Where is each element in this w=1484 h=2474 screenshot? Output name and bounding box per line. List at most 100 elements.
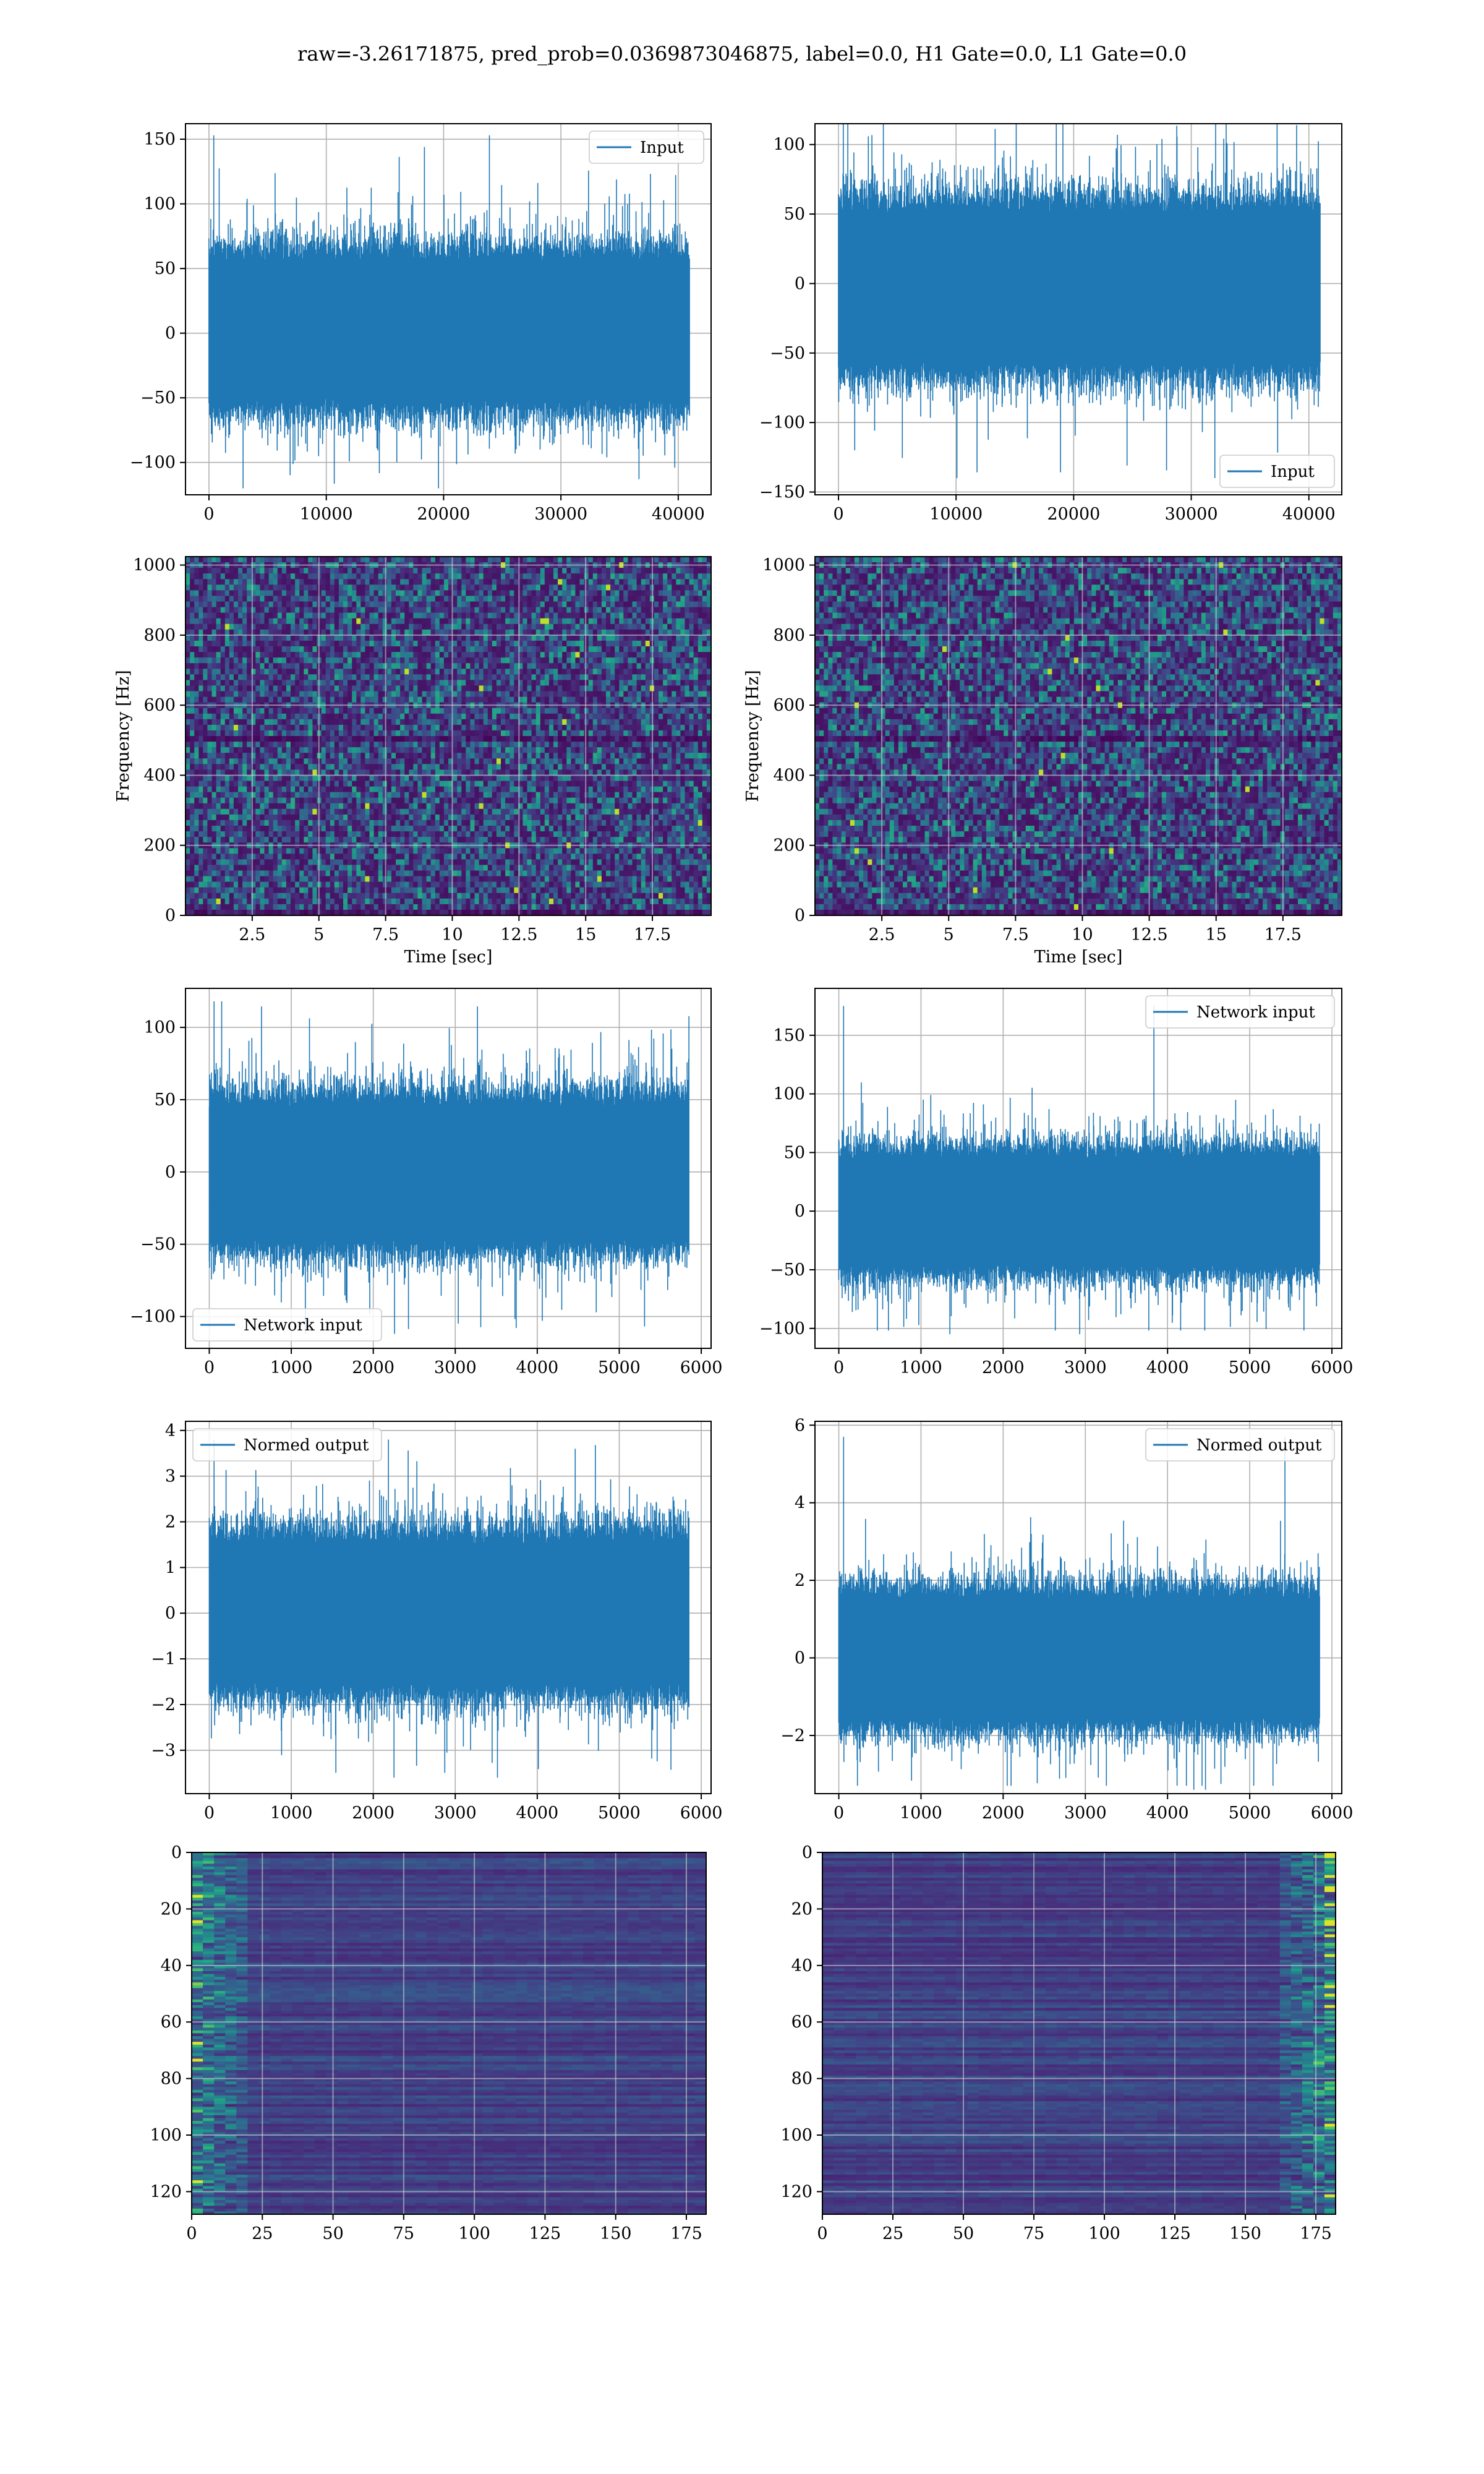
heatmap-cell <box>518 769 523 776</box>
heatmap-cell <box>697 657 703 664</box>
heatmap-cell <box>211 640 217 647</box>
heatmap-cell <box>531 657 537 664</box>
heatmap-cell <box>496 769 501 776</box>
heatmap-cell <box>566 663 571 669</box>
heatmap-cell <box>348 573 352 580</box>
heatmap-cell <box>592 596 598 602</box>
heatmap-cell <box>453 674 458 680</box>
heatmap-cell <box>186 607 190 614</box>
heatmap-cell <box>295 696 300 703</box>
heatmap-cell <box>579 623 585 630</box>
heatmap-cell <box>457 758 462 764</box>
heatmap-cell <box>632 769 638 776</box>
heatmap-cell <box>190 557 195 563</box>
heatmap-cell <box>553 635 558 641</box>
heatmap-cell <box>321 696 326 703</box>
heatmap-cell <box>606 747 611 753</box>
heatmap-cell <box>360 708 365 714</box>
heatmap-cell <box>470 742 475 748</box>
heatmap-cell <box>360 753 365 759</box>
heatmap-cell <box>325 764 331 770</box>
heatmap-cell <box>281 669 287 675</box>
heatmap-cell <box>672 696 676 703</box>
heatmap-cell <box>373 719 379 726</box>
heatmap-cell <box>216 724 221 731</box>
heatmap-cell <box>470 713 475 720</box>
heatmap-cell <box>654 568 659 574</box>
heatmap-cell <box>396 742 401 748</box>
heatmap-cell <box>527 781 532 787</box>
heatmap-cell <box>229 719 234 726</box>
heatmap-cell <box>474 635 480 641</box>
x-tick-label: 30000 <box>1165 505 1218 524</box>
heatmap-cell <box>242 775 247 782</box>
heatmap-cell <box>562 719 567 726</box>
heatmap-cell <box>325 596 331 602</box>
heatmap-cell <box>697 646 703 653</box>
heatmap-cell <box>628 640 633 647</box>
heatmap-cell <box>348 669 352 675</box>
heatmap-cell <box>360 669 365 675</box>
heatmap-cell <box>575 669 581 675</box>
heatmap-cell <box>348 730 352 737</box>
heatmap-cell <box>632 607 638 614</box>
heatmap-cell <box>409 758 414 764</box>
heatmap-cell <box>435 724 440 731</box>
heatmap-cell <box>448 730 453 737</box>
heatmap-cell <box>229 596 234 602</box>
heatmap-cell <box>360 618 365 625</box>
heatmap-cell <box>312 674 318 680</box>
heatmap-cell <box>619 629 624 636</box>
heatmap-cell <box>343 713 348 720</box>
heatmap-cell <box>684 669 690 675</box>
heatmap-cell <box>211 680 217 687</box>
heatmap-cell <box>356 601 361 608</box>
heatmap-cell <box>461 736 466 742</box>
heatmap-cell <box>457 674 462 680</box>
heatmap-cell <box>706 646 711 653</box>
heatmap-cell <box>548 579 554 585</box>
heatmap-cell <box>615 669 620 675</box>
heatmap-cell <box>443 708 449 714</box>
heatmap-cell <box>325 607 331 614</box>
heatmap-cell <box>540 640 545 647</box>
heatmap-cell <box>684 775 690 782</box>
heatmap-cell <box>247 775 252 782</box>
heatmap-cell <box>584 579 589 585</box>
heatmap-cell <box>697 730 703 737</box>
heatmap-cell <box>352 601 357 608</box>
heatmap-cell <box>505 724 510 731</box>
heatmap-cell <box>623 713 628 720</box>
heatmap-cell <box>584 568 589 574</box>
heatmap-cell <box>571 618 576 625</box>
heatmap-cell <box>501 696 506 703</box>
heatmap-cell <box>544 736 550 742</box>
heatmap-cell <box>334 663 339 669</box>
heatmap-cell <box>548 646 554 653</box>
heatmap-cell <box>356 635 361 641</box>
heatmap-cell <box>365 596 370 602</box>
heatmap-cell <box>203 657 208 664</box>
heatmap-cell <box>654 596 659 602</box>
heatmap-cell <box>277 724 283 731</box>
heatmap-cell <box>527 601 532 608</box>
heatmap-cell <box>706 708 711 714</box>
heatmap-cell <box>360 781 365 787</box>
heatmap-cell <box>676 753 681 759</box>
heatmap-cell <box>689 623 694 630</box>
heatmap-cell <box>702 764 707 770</box>
heatmap-cell <box>588 573 594 580</box>
heatmap-cell <box>505 607 510 614</box>
heatmap-cell <box>470 557 475 563</box>
heatmap-cell <box>522 747 528 753</box>
heatmap-cell <box>260 758 265 764</box>
heatmap-cell <box>615 691 620 698</box>
heatmap-cell <box>579 747 585 753</box>
heatmap-cell <box>548 657 554 664</box>
heatmap-cell <box>566 742 571 748</box>
heatmap-cell <box>229 708 234 714</box>
heatmap-cell <box>365 623 370 630</box>
heatmap-cell <box>628 719 633 726</box>
heatmap-cell <box>702 742 707 748</box>
heatmap-cell <box>706 657 711 664</box>
